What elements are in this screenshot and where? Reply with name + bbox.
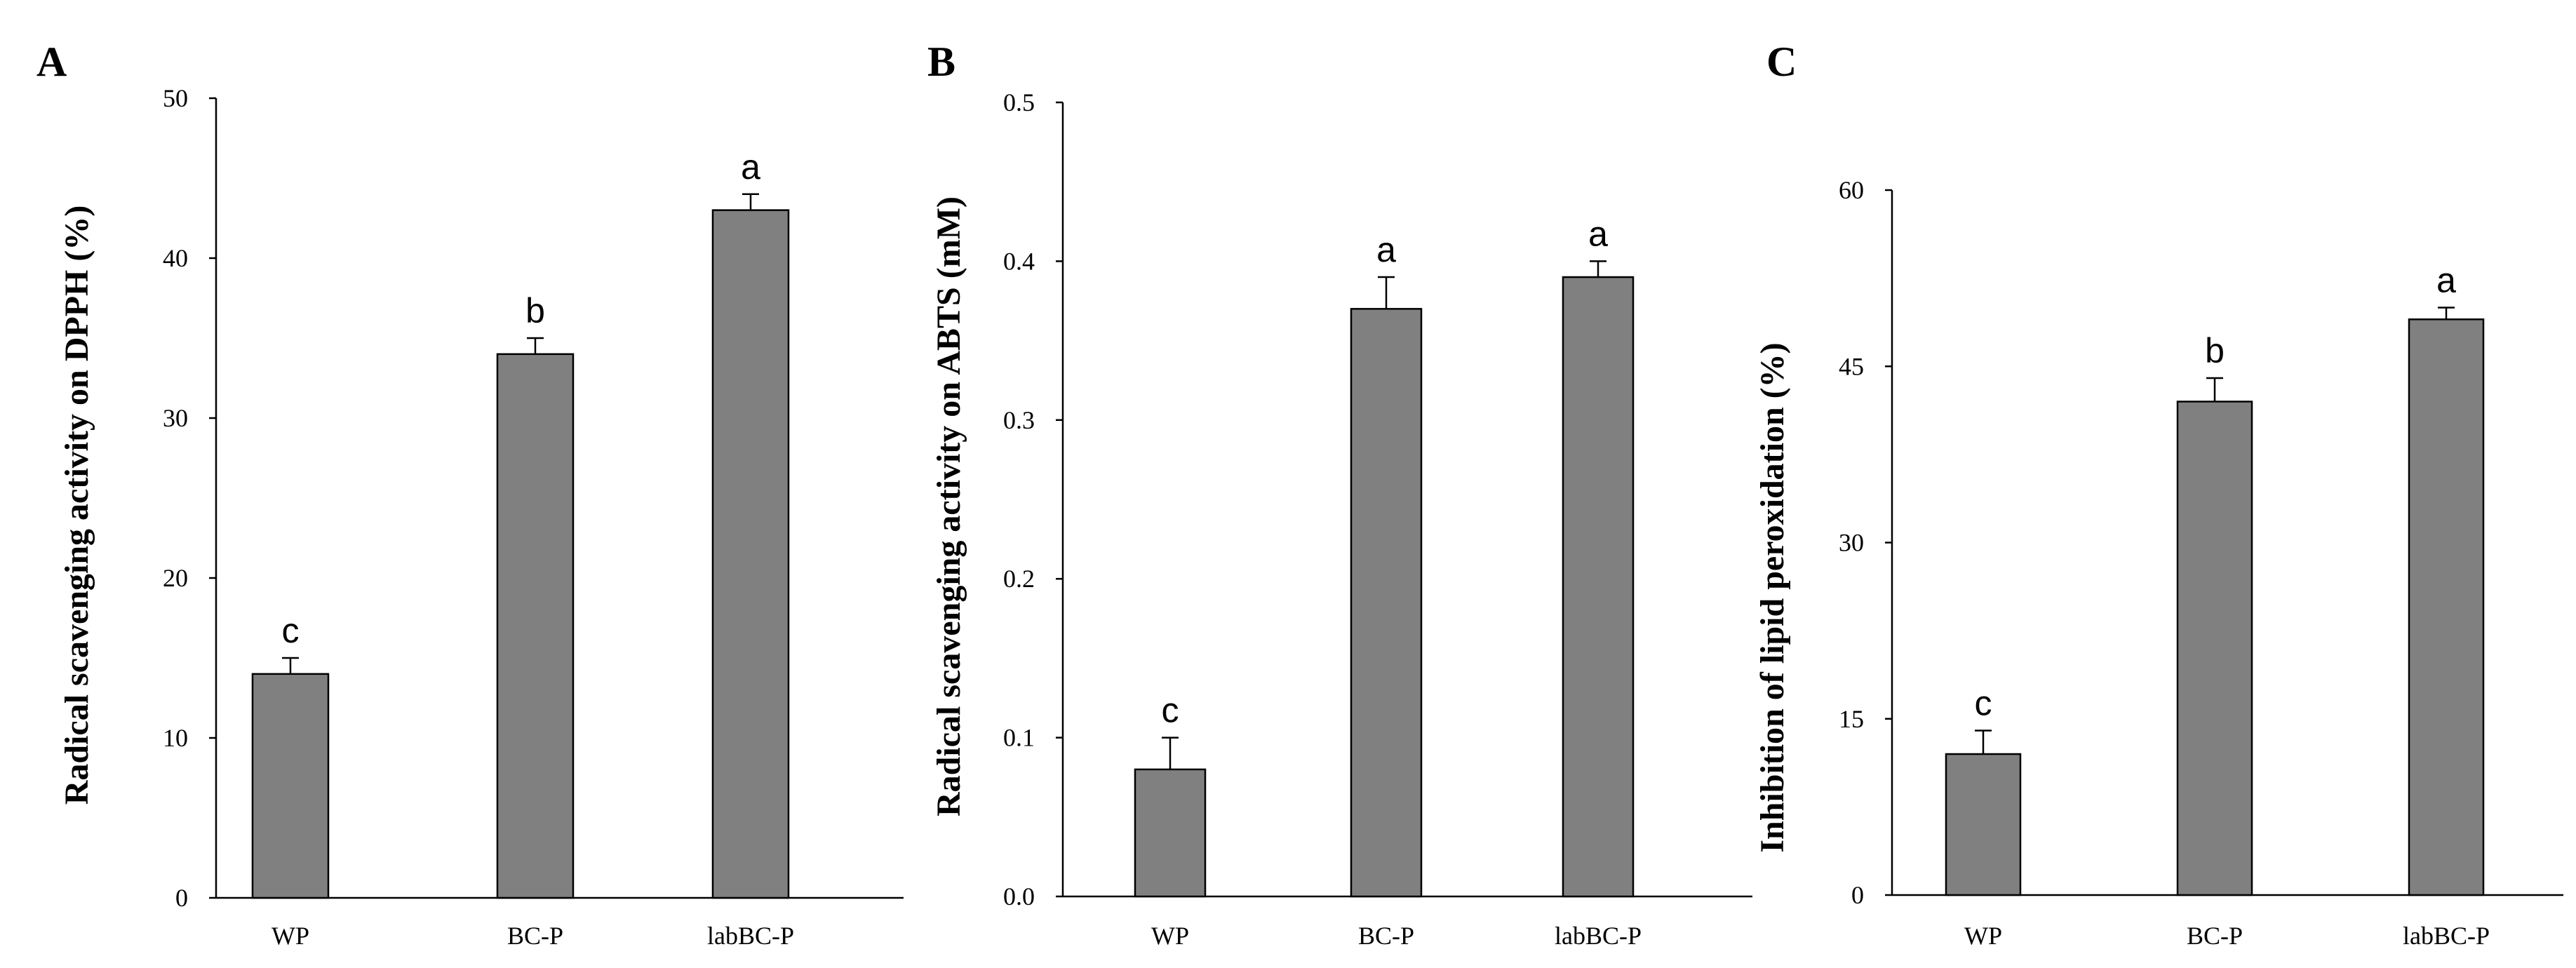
chart-panel-a: A Radical scavenging activity on DPPH (%…: [36, 39, 904, 950]
x-tick-label: BC-P: [2187, 922, 2243, 950]
y-tick-label: 50: [163, 84, 188, 112]
y-tick-label: 30: [163, 404, 188, 432]
y-axis-title-b: Radical scavenging activity on ABTS (mM): [930, 196, 967, 816]
significance-letter: c: [282, 611, 300, 650]
significance-letter: a: [1376, 230, 1396, 269]
bar-wp: [1134, 768, 1207, 898]
y-tick-label: 0: [1851, 881, 1864, 909]
panel-letter-b: B: [927, 39, 955, 85]
bar-labbc-p: [1562, 276, 1635, 898]
x-tick-label: labBC-P: [1555, 922, 1642, 950]
bar-wp: [251, 673, 330, 899]
plot-area-a: 0 10 20 30 40 50 c WP b BC-P a labBC-P: [163, 84, 904, 950]
panel-letter-c: C: [1766, 39, 1797, 85]
chart-panel-c: C Inhibition of lipid peroxidation (%) 0…: [1754, 39, 2563, 950]
bar-labbc-p: [2408, 318, 2485, 896]
bar-labbc-p: [711, 209, 790, 899]
y-tick-label: 0.2: [1003, 565, 1035, 593]
y-tick-label: 30: [1839, 529, 1864, 557]
significance-letter: b: [2205, 331, 2225, 370]
x-tick-label: labBC-P: [2403, 922, 2490, 950]
bar-bc-p: [496, 353, 575, 899]
plot-area-b: 0.0 0.1 0.2 0.3 0.4 0.5 c WP a BC-P a labBC-P: [1003, 88, 1752, 950]
y-tick-label: 0.1: [1003, 724, 1035, 752]
plot-area-c: 0 15 30 45 60 c WP b BC-P a labBC-P: [1839, 176, 2563, 950]
significance-letter: c: [1975, 684, 1992, 723]
y-tick-label: 40: [163, 244, 188, 272]
bar-bc-p: [2176, 401, 2253, 896]
y-tick-label: 60: [1839, 176, 1864, 204]
panel-letter-a: A: [36, 39, 67, 85]
y-tick-label: 0.3: [1003, 406, 1035, 434]
significance-letter: a: [1588, 214, 1608, 253]
significance-letter: c: [1162, 691, 1179, 730]
y-tick-label: 45: [1839, 352, 1864, 380]
x-tick-label: labBC-P: [707, 922, 794, 950]
y-tick-label: 0: [175, 884, 188, 912]
y-tick-label: 0.5: [1003, 88, 1035, 116]
significance-letter: a: [2436, 261, 2456, 300]
x-tick-label: BC-P: [507, 922, 563, 950]
x-tick-label: WP: [1964, 922, 2002, 950]
y-tick-label: 15: [1839, 705, 1864, 733]
chart-panel-b: B Radical scavenging activity on ABTS (m…: [927, 39, 1752, 950]
y-tick-label: 10: [163, 724, 188, 752]
x-tick-label: BC-P: [1358, 922, 1414, 950]
x-tick-label: WP: [271, 922, 309, 950]
x-tick-label: WP: [1151, 922, 1189, 950]
significance-letter: a: [741, 147, 760, 187]
y-tick-label: 0.4: [1003, 247, 1035, 275]
bar-wp: [1945, 753, 2022, 896]
y-tick-label: 0.0: [1003, 882, 1035, 910]
y-tick-label: 20: [163, 564, 188, 592]
y-axis-title-a: Radical scavenging activity on DPPH (%): [58, 206, 95, 805]
bar-bc-p: [1350, 308, 1423, 898]
significance-letter: b: [525, 291, 545, 330]
y-axis-title-c: Inhibition of lipid peroxidation (%): [1754, 342, 1791, 852]
